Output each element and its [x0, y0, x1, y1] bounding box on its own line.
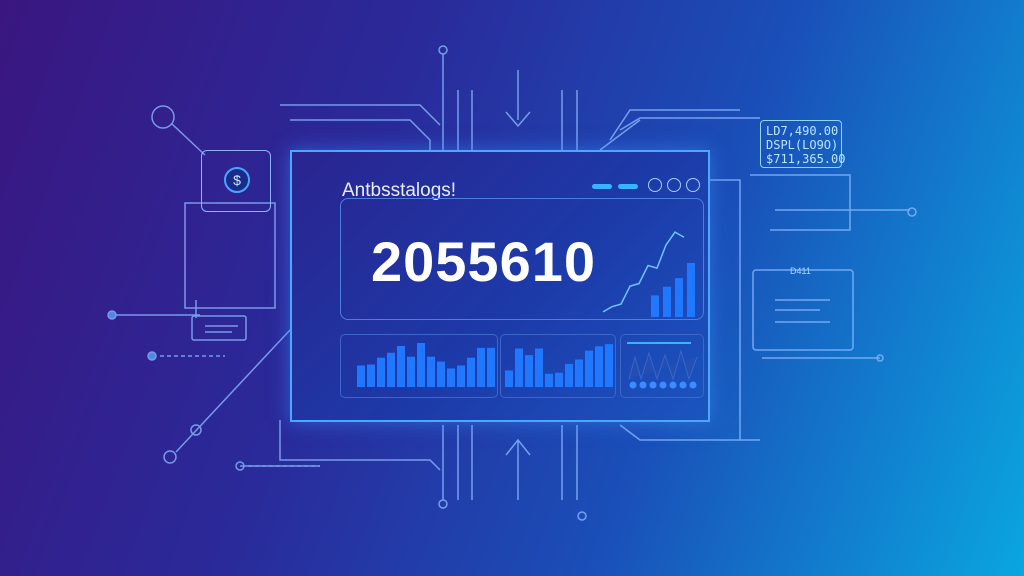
bar	[555, 372, 563, 387]
kpi-card: 2055610	[340, 198, 704, 320]
bar-chart-card	[500, 334, 616, 398]
kpi-chart	[602, 231, 695, 317]
dollar-icon: $	[224, 167, 250, 193]
bar	[377, 357, 385, 387]
bar	[357, 365, 365, 387]
bar	[651, 295, 659, 317]
bar-chart	[505, 344, 613, 387]
note-line: LD7,490.00	[766, 124, 839, 138]
line-series	[602, 231, 685, 313]
bar	[675, 278, 683, 317]
note-line: DSPL(LO9O)	[766, 138, 839, 152]
bar	[687, 263, 695, 317]
wave-chart	[627, 342, 698, 389]
bar-chart	[357, 343, 495, 387]
bar	[387, 352, 395, 387]
bar	[417, 343, 425, 387]
dashboard-panel: Antbsstalogs! 2055610	[290, 150, 710, 422]
clock-icon[interactable]	[667, 178, 681, 192]
bar	[457, 365, 465, 387]
bar	[447, 368, 455, 387]
value-note: LD7,490.00 DSPL(LO9O) $711,365.00	[760, 120, 846, 168]
bar	[505, 370, 513, 387]
bar	[467, 357, 475, 387]
bar-chart-card	[340, 334, 498, 398]
bar	[487, 347, 495, 387]
dollar-badge: $	[201, 150, 271, 212]
bar	[477, 347, 485, 387]
bar	[595, 346, 603, 387]
bar	[545, 373, 553, 387]
bar	[575, 359, 583, 387]
dashboard-title: Antbsstalogs!	[342, 180, 457, 201]
bar	[367, 364, 375, 387]
note-line: $711,365.00	[766, 152, 846, 166]
clock-icon[interactable]	[648, 178, 662, 192]
bar	[397, 345, 405, 387]
bar	[437, 361, 445, 387]
bar	[535, 348, 543, 387]
bar	[605, 344, 613, 387]
wave-chart-card	[620, 334, 704, 398]
bar	[515, 348, 523, 387]
toggle-pill[interactable]	[592, 184, 612, 189]
bar	[407, 356, 415, 387]
smile-icon[interactable]	[686, 178, 700, 192]
toggle-pill[interactable]	[618, 184, 638, 189]
bar	[585, 350, 593, 387]
bar	[525, 355, 533, 387]
dot	[629, 381, 637, 389]
bar	[427, 356, 435, 387]
bar	[663, 286, 671, 317]
dell-label: D411	[790, 266, 811, 276]
big-number: 2055610	[371, 230, 597, 293]
bar	[565, 363, 573, 387]
